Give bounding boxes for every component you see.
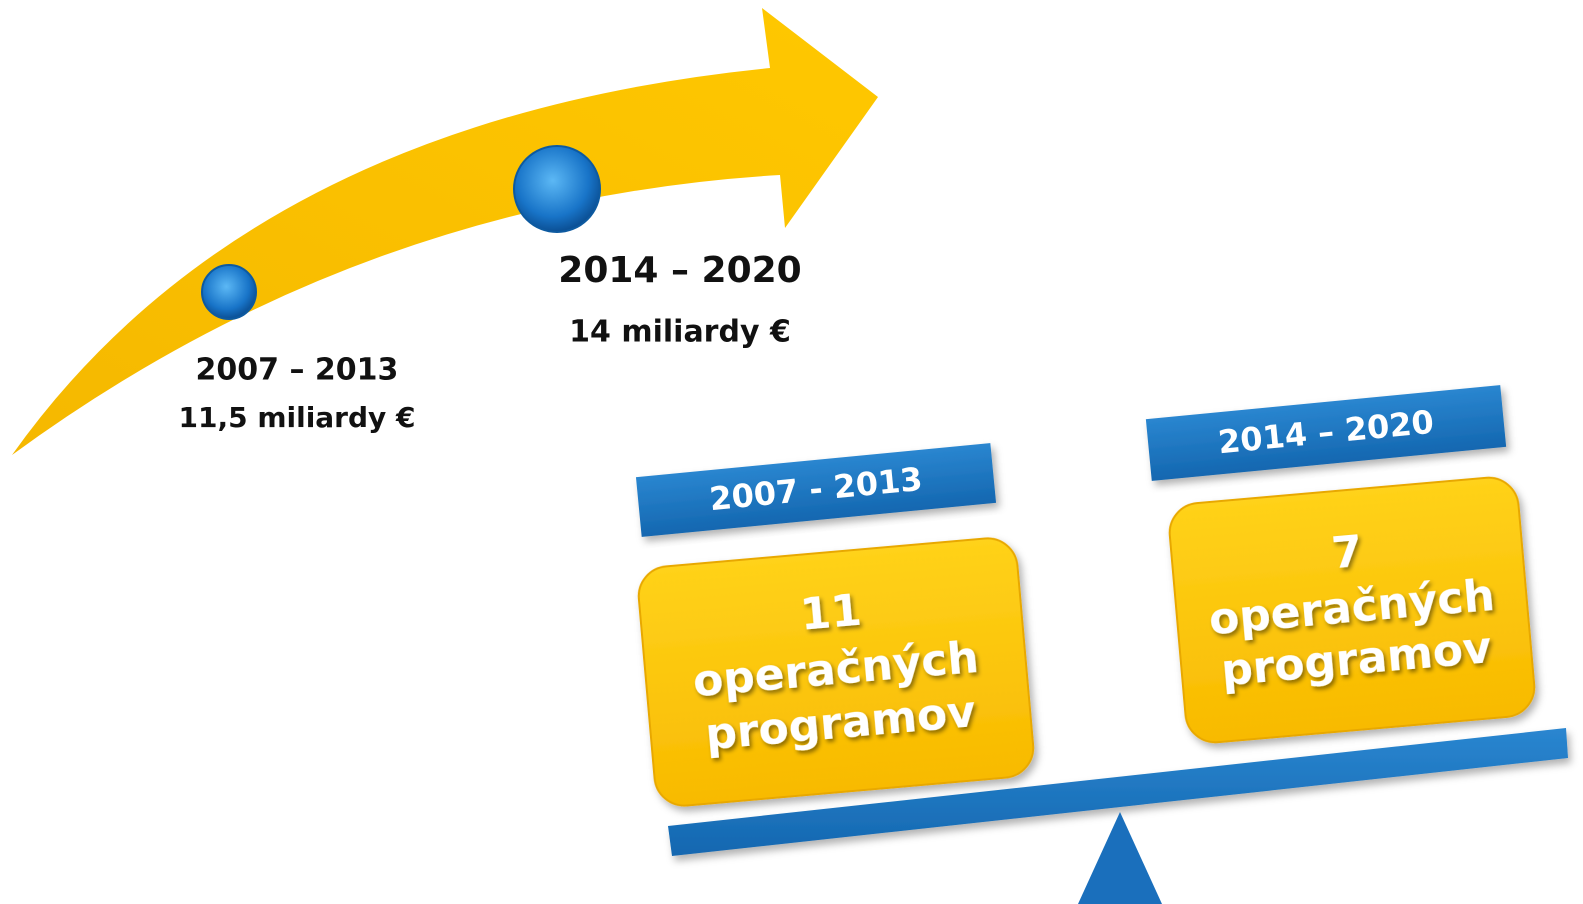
milestone: [514, 146, 600, 232]
period: 2014 – 2020: [558, 250, 801, 291]
amount: 14 miliardy €: [569, 315, 791, 350]
amount: 11,5 miliardy €: [178, 401, 415, 434]
program-count: 11: [798, 585, 863, 641]
page: 2007 – 2013 11,5 miliardy € 2014 – 2020 …: [0, 0, 1583, 904]
period: 2007 – 2013: [196, 353, 399, 388]
program-count: 7: [1330, 526, 1365, 579]
growth-arrow: [12, 8, 878, 455]
balance-fulcrum: [1078, 812, 1162, 904]
milestone: [202, 265, 256, 319]
